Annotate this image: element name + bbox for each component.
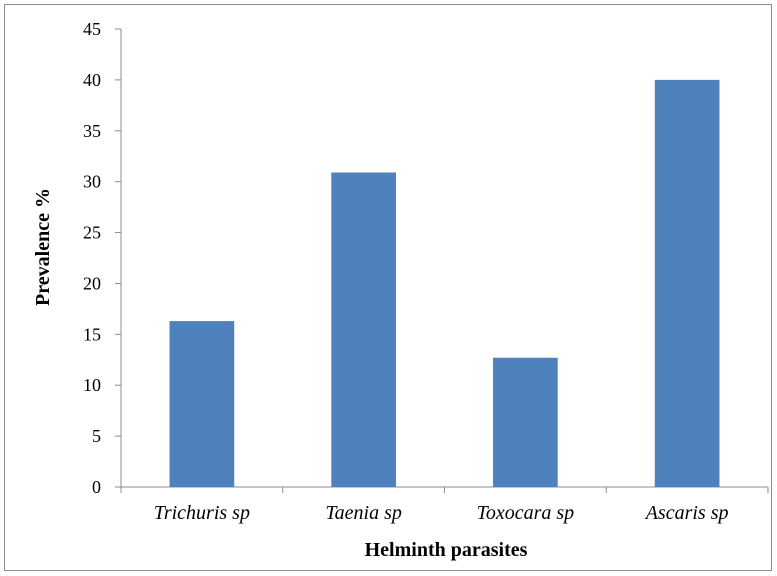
bar-chart: 0 5 10 15 20 25 30 35 40 45 Trichuris sp Taenia sp… (32, 19, 769, 561)
x-axis-label: Helminth parasites (365, 539, 528, 561)
x-tick-label: Trichuris sp (154, 502, 250, 524)
y-tick-labels: 0 5 10 15 20 25 30 35 40 45 (83, 19, 101, 497)
y-tick-label: 40 (83, 70, 101, 90)
bar (654, 79, 720, 487)
x-tick-label: Ascaris sp (644, 502, 729, 524)
y-tick-label: 25 (83, 223, 101, 243)
bar (493, 357, 558, 487)
y-tick-label: 5 (92, 426, 101, 446)
bar (169, 321, 235, 487)
y-axis-label: Prevalence % (32, 188, 54, 306)
y-tick-label: 30 (83, 172, 101, 192)
y-tick-label: 45 (83, 19, 101, 39)
y-tick-label: 10 (83, 375, 101, 395)
y-tick-label: 15 (83, 324, 101, 344)
bars (169, 79, 720, 488)
bar (331, 172, 396, 488)
y-tick-label: 20 (83, 273, 101, 293)
chart-frame: 0 5 10 15 20 25 30 35 40 45 Trichuris sp Taenia sp… (4, 4, 772, 571)
x-tick-label: Taenia sp (325, 502, 402, 524)
y-tick-label: 35 (83, 121, 101, 141)
y-tick-label: 0 (92, 477, 101, 497)
x-tick-labels: Trichuris sp Taenia sp Toxocara sp Ascaris … (154, 502, 729, 524)
x-tick-label: Toxocara sp (477, 502, 575, 524)
